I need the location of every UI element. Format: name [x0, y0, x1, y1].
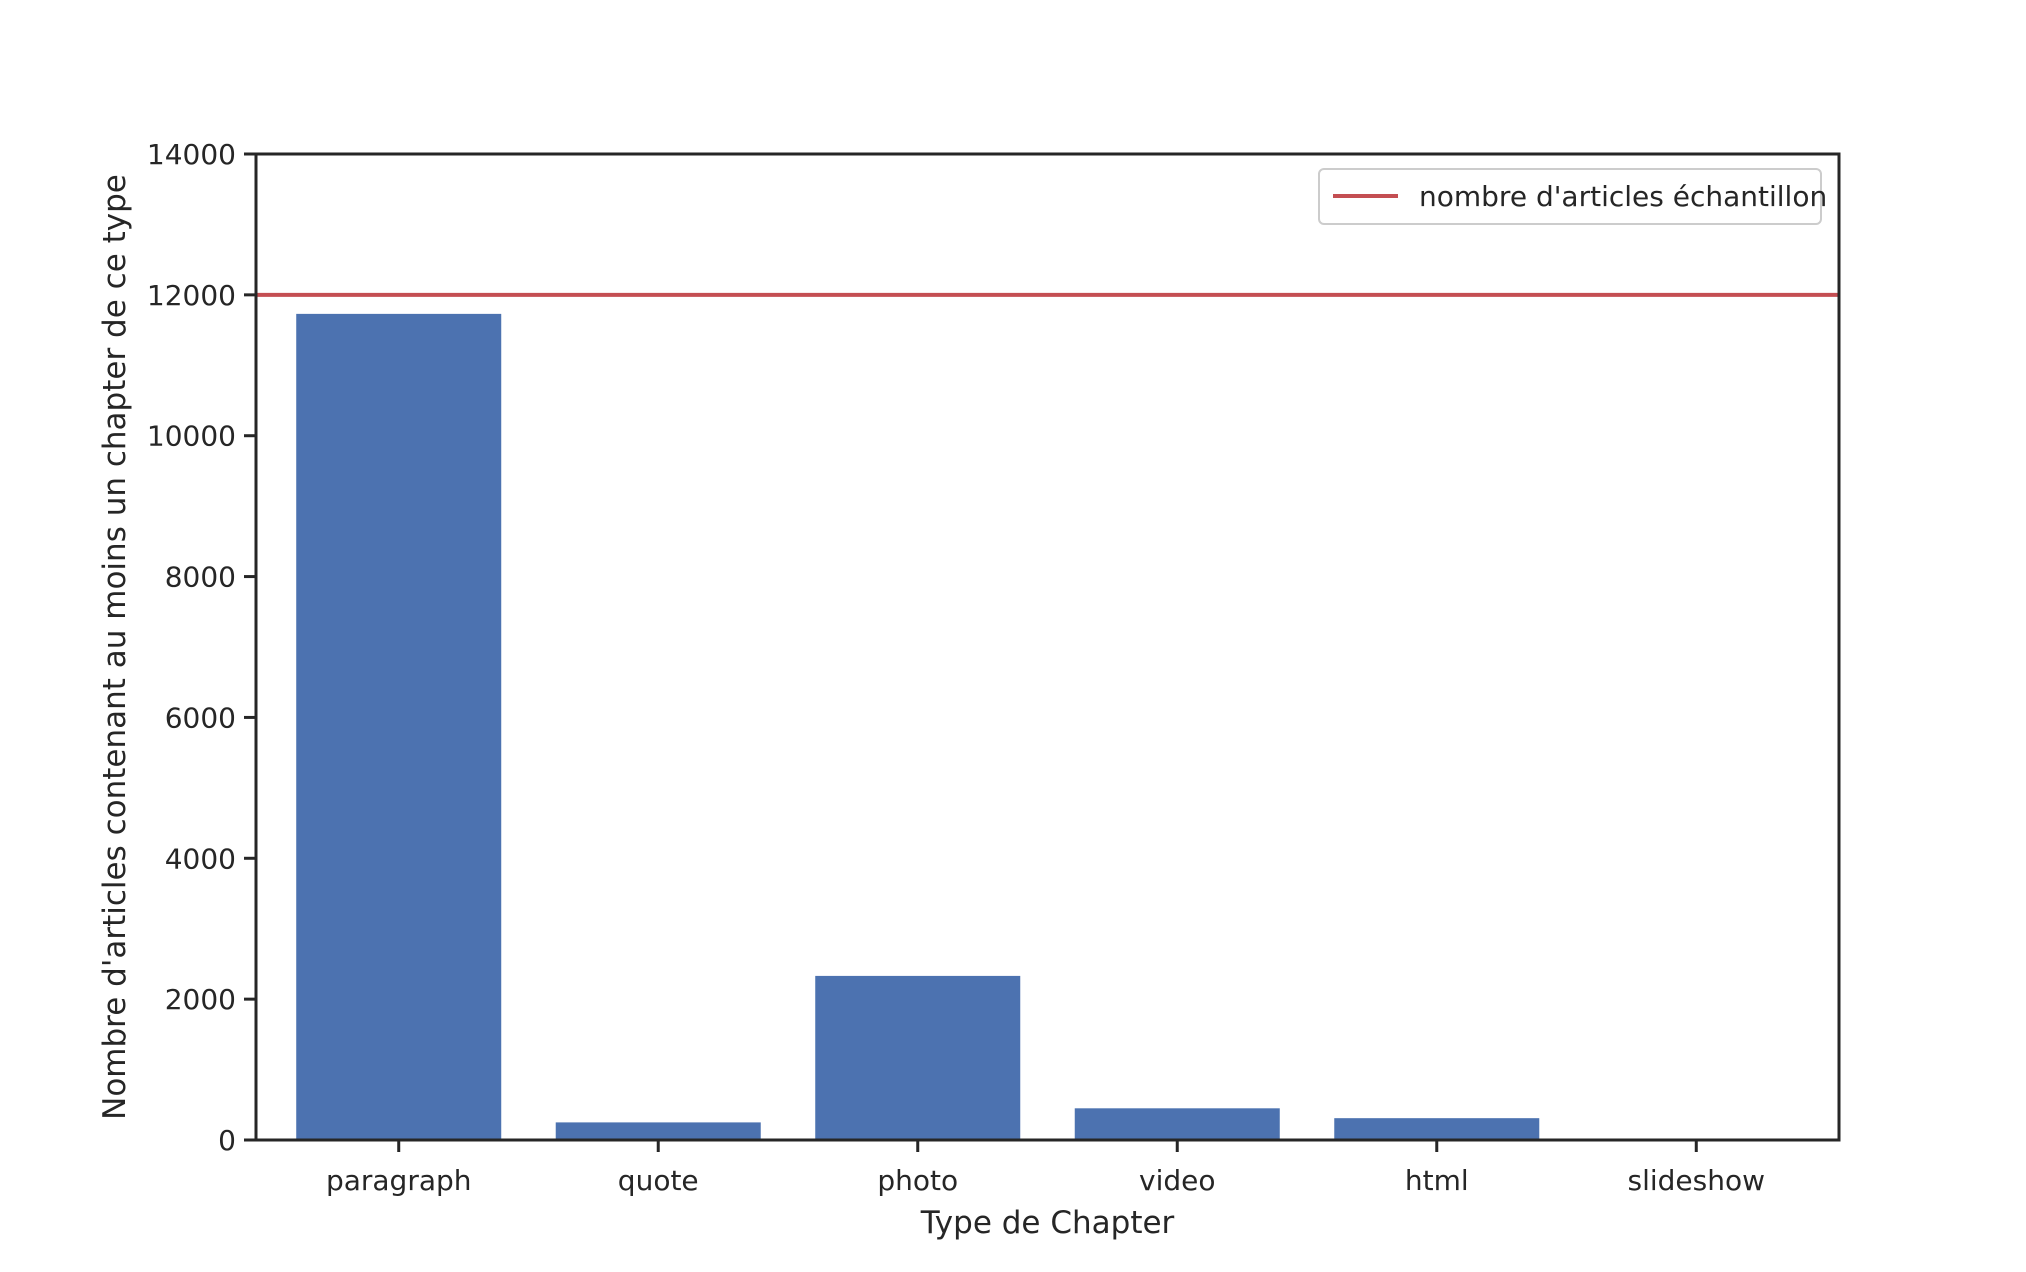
bar-photo [815, 975, 1021, 1140]
y-axis-ticks: 0 2000 4000 6000 8000 10000 12000 14000 [147, 138, 256, 1157]
bar-html [1334, 1118, 1540, 1140]
legend: nombre d'articles échantillon [1318, 168, 1827, 225]
y-tick-label: 12000 [147, 279, 236, 312]
x-tick-label: video [1139, 1164, 1215, 1197]
y-tick-label: 6000 [165, 701, 236, 734]
x-tick-label: paragraph [326, 1164, 472, 1197]
x-axis-label: Type de Chapter [920, 1205, 1175, 1241]
bar-video [1074, 1108, 1280, 1140]
x-axis-ticks: paragraph quote photo video html slideshow [326, 1140, 1765, 1197]
y-tick-label: 14000 [147, 138, 236, 171]
y-tick-label: 10000 [147, 420, 236, 453]
y-axis-label: Nombre d'articles contenant au moins un … [97, 174, 133, 1120]
bars-group [296, 313, 1799, 1140]
x-tick-label: quote [618, 1164, 699, 1197]
x-tick-label: slideshow [1628, 1164, 1766, 1197]
bar-quote [555, 1122, 761, 1140]
y-tick-label: 4000 [165, 842, 236, 875]
bar-paragraph [296, 313, 502, 1140]
legend-box [1318, 168, 1822, 225]
x-tick-label: photo [877, 1164, 958, 1197]
x-tick-label: html [1405, 1164, 1469, 1197]
plot-frame [254, 152, 1841, 1142]
legend-label: nombre d'articles échantillon [1419, 180, 1827, 213]
y-tick-label: 2000 [165, 983, 236, 1016]
y-tick-label: 8000 [165, 561, 236, 594]
y-tick-label: 0 [218, 1124, 236, 1157]
